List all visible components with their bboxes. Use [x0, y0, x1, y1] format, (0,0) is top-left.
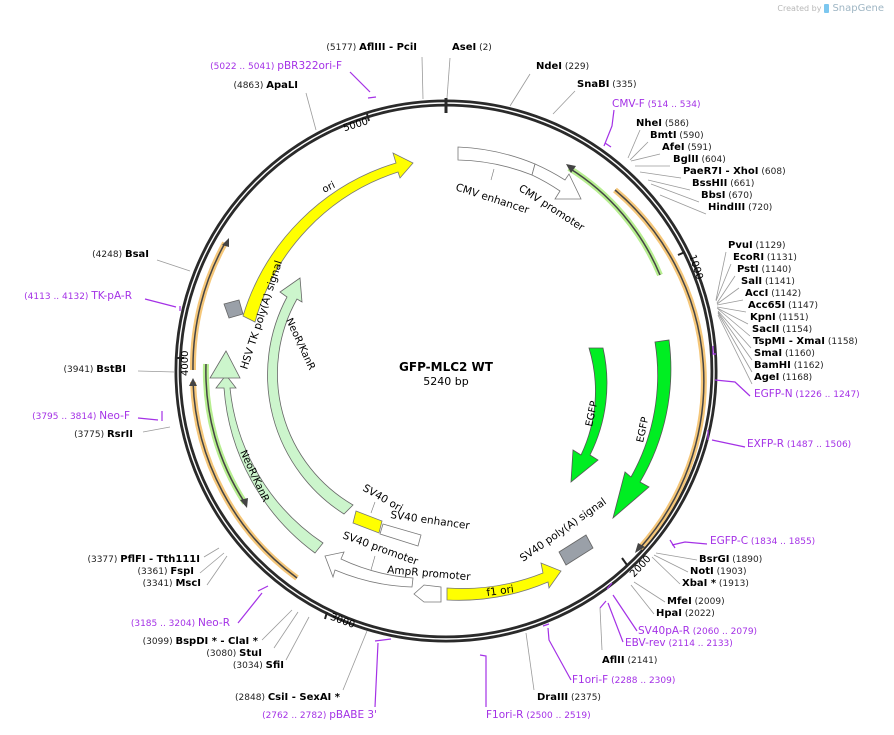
feature-f1-ori[interactable] — [446, 562, 562, 601]
primer-label-0[interactable]: CMV-F (514 .. 534) — [612, 98, 700, 110]
tick-label-3000: 3000 — [329, 612, 357, 631]
feature-cmv-promoter[interactable] — [531, 163, 582, 200]
site-label-20[interactable]: SmaI (1160) — [754, 348, 815, 359]
site-label-28[interactable]: AflII (2141) — [602, 655, 657, 666]
primer-label-3[interactable]: EGFP-C (1834 .. 1855) — [710, 535, 815, 547]
feature-label-ori: ori — [320, 180, 337, 196]
site-label-12[interactable]: EcoRI (1131) — [733, 252, 797, 263]
branding: Created by SnapGene — [777, 3, 884, 14]
primer-label-4[interactable]: SV40pA-R (2060 .. 2079) — [638, 625, 757, 637]
site-label-11[interactable]: PvuI (1129) — [728, 240, 785, 251]
feature-label-neor-inner: NeoR/KanR — [283, 317, 317, 372]
feature-cmv-enhancer[interactable] — [457, 146, 536, 176]
site-label-39[interactable]: (4248) BsaI — [92, 249, 149, 260]
site-label-16[interactable]: Acc65I (1147) — [748, 300, 818, 311]
feature-sv40-promoter[interactable] — [324, 551, 414, 588]
site-label-1[interactable]: NdeI (229) — [536, 61, 589, 72]
site-label-22[interactable]: AgeI (1168) — [754, 372, 812, 383]
snapgene-logo-icon — [824, 4, 830, 13]
feature-sv40-enhancer[interactable] — [379, 523, 422, 547]
feature-neor-outer[interactable] — [215, 374, 324, 554]
feature-hsv-tk-polya[interactable] — [223, 299, 244, 319]
site-label-19[interactable]: TspMI - XmaI (1158) — [753, 336, 858, 347]
feature-sv40-ori[interactable] — [352, 510, 383, 534]
feature-label-sv40-enhancer: SV40 enhancer — [390, 509, 472, 532]
backbone — [174, 98, 718, 643]
site-label-35[interactable]: (3361) FspI — [138, 566, 194, 577]
site-label-36[interactable]: (3377) PflFI - Tth111I — [87, 554, 200, 565]
site-label-6[interactable]: BglII (604) — [673, 154, 726, 165]
site-label-24[interactable]: NotI (1903) — [690, 566, 747, 577]
site-label-17[interactable]: KpnI (1151) — [750, 312, 809, 323]
site-label-41[interactable]: (5177) AflIII - PciI — [326, 42, 417, 53]
primer-label-12[interactable]: (5022 .. 5041) pBR322ori-F — [210, 60, 342, 72]
site-label-10[interactable]: HindIII (720) — [708, 202, 772, 213]
site-label-0[interactable]: AseI (2) — [452, 42, 492, 53]
site-label-15[interactable]: AccI (1142) — [745, 288, 801, 299]
site-label-5[interactable]: AfeI (591) — [662, 142, 712, 153]
primer-labels: CMV-F (514 .. 534) EGFP-N (1226 .. 1247) E… — [24, 60, 860, 721]
site-label-4[interactable]: BmtI (590) — [650, 130, 704, 141]
feature-label-sv40-ori: SV40 ori — [361, 482, 405, 515]
site-label-7[interactable]: PaeR7I - XhoI (608) — [683, 166, 786, 177]
primer-markers — [137, 71, 751, 708]
site-label-33[interactable]: (3099) BspDI * - ClaI * — [143, 636, 259, 647]
restriction-site-labels: AseI (2)NdeI (229)SnaBI (335)NheI (586)B… — [64, 42, 858, 703]
site-label-9[interactable]: BbsI (670) — [701, 190, 753, 201]
plasmid-title-block: GFP-MLC2 WT 5240 bp — [346, 360, 546, 388]
tick-label-1000: 1000 — [686, 253, 704, 281]
primer-label-10[interactable]: (3795 .. 3814) Neo-F — [32, 410, 130, 422]
feature-neor-inner[interactable] — [267, 277, 354, 515]
feature-label-egfp-outer: EGFP — [635, 416, 651, 444]
plasmid-name: GFP-MLC2 WT — [399, 360, 493, 374]
primer-label-6[interactable]: F1ori-F (2288 .. 2309) — [572, 674, 675, 686]
primer-label-7[interactable]: F1ori-R (2500 .. 2519) — [486, 709, 591, 721]
feature-egfp-outer[interactable] — [612, 339, 672, 520]
site-label-40[interactable]: (4863) ApaLI — [233, 80, 298, 91]
feature-ampr-promoter[interactable] — [413, 584, 442, 603]
created-by-text: Created by — [777, 4, 822, 13]
site-label-25[interactable]: XbaI * (1913) — [682, 578, 749, 589]
site-label-23[interactable]: BsrGI (1890) — [699, 554, 762, 565]
feature-egfp-inner[interactable] — [570, 347, 608, 483]
primer-label-9[interactable]: (3185 .. 3204) Neo-R — [131, 617, 230, 629]
site-label-29[interactable]: DraIII (2375) — [537, 692, 601, 703]
site-label-30[interactable]: (2848) CsiI - SexAI * — [235, 692, 341, 703]
plasmid-length: 5240 bp — [423, 375, 469, 388]
site-label-34[interactable]: (3341) MscI — [143, 578, 201, 589]
tick-label-4000: 4000 — [180, 351, 191, 376]
feature-ori[interactable] — [242, 152, 414, 323]
orf-arrowhead-icon — [635, 543, 645, 553]
site-label-14[interactable]: SalI (1141) — [741, 276, 795, 287]
site-label-38[interactable]: (3941) BstBI — [64, 364, 127, 375]
site-label-32[interactable]: (3080) StuI — [206, 648, 262, 659]
orf-arrowhead-icon — [566, 164, 576, 173]
site-label-2[interactable]: SnaBI (335) — [577, 79, 636, 90]
site-label-21[interactable]: BamHI (1162) — [754, 360, 824, 371]
primer-label-1[interactable]: EGFP-N (1226 .. 1247) — [754, 388, 860, 400]
site-leaders — [137, 56, 753, 691]
primer-label-5[interactable]: EBV-rev (2114 .. 2133) — [625, 637, 733, 649]
site-label-26[interactable]: MfeI (2009) — [667, 596, 725, 607]
site-label-13[interactable]: PstI (1140) — [737, 264, 791, 275]
orf-arcs — [189, 164, 707, 581]
primer-label-8[interactable]: (2762 .. 2782) pBABE 3' — [262, 709, 377, 721]
feature-label-egfp-inner: EGFP — [584, 400, 600, 428]
site-label-18[interactable]: SacII (1154) — [752, 324, 812, 335]
primer-label-2[interactable]: EXFP-R (1487 .. 1506) — [747, 438, 851, 450]
site-label-8[interactable]: BssHII (661) — [692, 178, 754, 189]
feature-label-f1-ori: f1 ori — [486, 583, 515, 599]
primer-label-11[interactable]: (4113 .. 4132) TK-pA-R — [24, 290, 132, 302]
snapgene-text: SnapGene — [832, 3, 884, 14]
site-label-31[interactable]: (3034) SfiI — [233, 660, 284, 671]
site-label-3[interactable]: NheI (586) — [636, 118, 689, 129]
site-label-37[interactable]: (3775) RsrII — [74, 429, 133, 440]
feature-sv40-polya[interactable] — [558, 534, 594, 566]
site-label-27[interactable]: HpaI (2022) — [656, 608, 715, 619]
